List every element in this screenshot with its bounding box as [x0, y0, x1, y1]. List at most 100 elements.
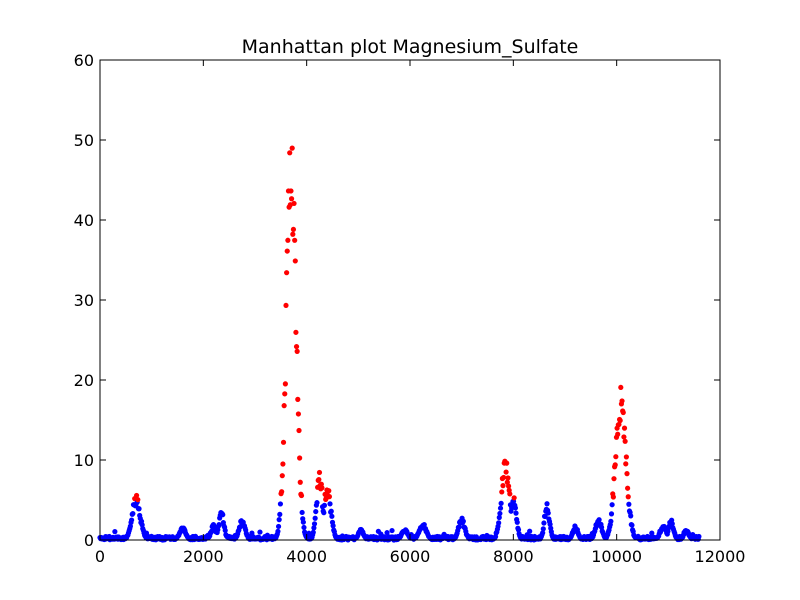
- significant-snp-point: [316, 469, 323, 476]
- significant-snp-point: [297, 479, 303, 485]
- snp-point: [330, 523, 336, 529]
- snp-point: [608, 511, 615, 517]
- significant-snp-point: [133, 492, 140, 499]
- snp-point: [328, 508, 334, 514]
- significant-snp-point: [288, 196, 295, 202]
- snp-point: [514, 519, 520, 525]
- significant-snp-point: [505, 483, 512, 489]
- snp-point: [321, 510, 327, 516]
- significant-snp-point: [282, 391, 288, 397]
- snp-point: [626, 501, 632, 507]
- significant-snp-point: [282, 381, 288, 387]
- significant-snp-point: [326, 494, 332, 500]
- significant-snp-point: [619, 398, 625, 404]
- snp-point: [311, 525, 317, 531]
- snp-point: [321, 502, 328, 508]
- significant-snp-point: [503, 469, 509, 475]
- snp-point: [542, 513, 548, 520]
- snp-point: [498, 500, 504, 506]
- significant-snp-point: [283, 302, 289, 309]
- y-tick-label: 40: [74, 211, 94, 230]
- significant-snp-point: [280, 439, 287, 445]
- snp-point: [312, 515, 318, 521]
- snp-point: [628, 513, 634, 519]
- snp-point: [384, 530, 390, 536]
- snp-point: [275, 528, 281, 534]
- significant-snp-point: [511, 495, 517, 501]
- snp-point: [669, 521, 675, 527]
- y-tick-label: 10: [74, 451, 94, 470]
- snp-point: [545, 510, 551, 516]
- x-tick-label: 2000: [183, 547, 224, 566]
- x-tick-label: 10000: [591, 547, 642, 566]
- axis-ticks: [99, 59, 721, 541]
- snp-point: [389, 527, 395, 534]
- x-tick-label: 6000: [390, 547, 431, 566]
- x-tick-label: 12000: [695, 547, 746, 566]
- snp-point: [310, 529, 316, 535]
- significant-snp-point: [297, 455, 303, 461]
- significant-snp-point: [319, 485, 325, 491]
- x-tick-label: 8000: [493, 547, 534, 566]
- significant-snp-point: [289, 145, 295, 151]
- snp-point: [527, 528, 533, 534]
- significant-snp-point: [293, 329, 299, 335]
- significant-snp-point: [295, 411, 301, 417]
- data-points: [97, 145, 702, 543]
- significant-snp-point: [326, 488, 332, 494]
- significant-snp-point: [611, 476, 617, 482]
- chart-title: Manhattan plot Magnesium_Sulfate: [242, 36, 579, 58]
- snp-point: [277, 511, 283, 517]
- snp-point: [277, 501, 284, 507]
- significant-snp-point: [285, 237, 291, 243]
- significant-snp-point: [616, 421, 622, 428]
- snp-point: [608, 518, 614, 524]
- y-tick-label: 20: [74, 371, 94, 390]
- significant-snp-point: [617, 417, 623, 424]
- snp-point: [130, 510, 136, 517]
- x-tick-label: 0: [95, 547, 105, 566]
- snp-point: [696, 533, 702, 540]
- significant-snp-point: [501, 474, 507, 481]
- significant-snp-point: [623, 461, 629, 467]
- snp-point: [460, 518, 466, 524]
- snp-point: [497, 505, 504, 511]
- significant-snp-point: [294, 348, 300, 354]
- significant-snp-point: [288, 188, 294, 194]
- significant-snp-point: [612, 462, 618, 468]
- snp-point: [314, 500, 320, 506]
- significant-snp-point: [621, 434, 627, 440]
- significant-snp-point: [293, 343, 300, 350]
- snp-point: [216, 522, 222, 528]
- snp-point: [311, 521, 318, 527]
- significant-snp-point: [280, 461, 286, 467]
- significant-snp-point: [625, 494, 631, 500]
- snp-point: [257, 529, 263, 535]
- significant-snp-point: [296, 427, 302, 434]
- y-tick-label: 50: [74, 131, 94, 150]
- significant-snp-point: [507, 491, 513, 497]
- x-axis-tick-labels: 0 2000 4000 6000 8000 10000 12000: [95, 547, 746, 566]
- significant-snp-point: [316, 476, 322, 483]
- snp-point: [496, 514, 502, 521]
- snp-point: [512, 505, 519, 511]
- significant-snp-point: [624, 471, 630, 477]
- snp-point: [129, 517, 135, 523]
- significant-snp-point: [292, 258, 298, 264]
- snp-point: [112, 529, 118, 535]
- snp-point: [513, 510, 519, 516]
- significant-snp-point: [504, 460, 510, 466]
- significant-snp-point: [290, 231, 296, 237]
- significant-snp-point: [621, 425, 628, 431]
- y-tick-label: 0: [84, 531, 94, 550]
- snp-point: [649, 530, 655, 536]
- snp-point: [497, 510, 503, 517]
- snp-point: [456, 524, 462, 530]
- significant-snp-point: [291, 200, 297, 207]
- snp-point: [220, 512, 226, 518]
- significant-snp-point: [625, 485, 631, 491]
- significant-snp-point: [281, 403, 287, 409]
- y-tick-label: 60: [74, 51, 94, 70]
- snp-point: [136, 506, 142, 512]
